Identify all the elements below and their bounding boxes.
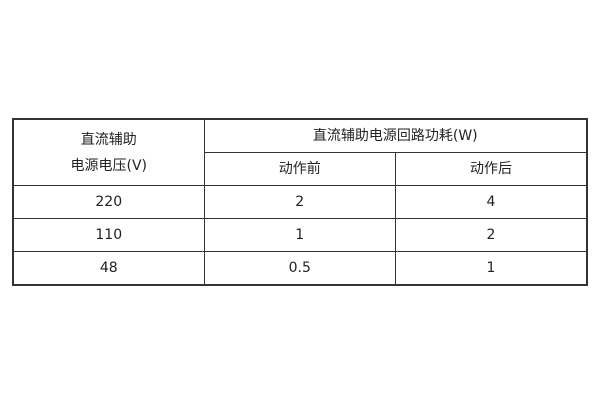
power-consumption-table: 直流辅助 电源电压(V) 直流辅助电源回路功耗(W) 动作前 动作后 220 2… [12, 118, 588, 286]
voltage-cell: 48 [12, 251, 205, 286]
after-action-header: 动作后 [395, 152, 588, 186]
voltage-header-line2: 电源电压(V) [70, 157, 147, 174]
voltage-header-line1: 直流辅助 [80, 131, 137, 148]
table-row: 220 2 4 [12, 185, 588, 219]
table-row: 48 0.5 1 [12, 251, 588, 286]
before-cell: 0.5 [203, 251, 396, 286]
voltage-cell: 110 [12, 218, 205, 252]
before-cell: 1 [203, 218, 396, 252]
voltage-cell: 220 [12, 185, 205, 219]
voltage-header: 直流辅助 电源电压(V) [12, 118, 205, 186]
after-cell: 2 [395, 218, 588, 252]
before-cell: 2 [203, 185, 396, 219]
after-cell: 4 [395, 185, 588, 219]
table-row: 110 1 2 [12, 218, 588, 252]
before-action-header: 动作前 [203, 152, 396, 186]
power-group-header: 直流辅助电源回路功耗(W) [203, 118, 588, 153]
after-cell: 1 [395, 251, 588, 286]
